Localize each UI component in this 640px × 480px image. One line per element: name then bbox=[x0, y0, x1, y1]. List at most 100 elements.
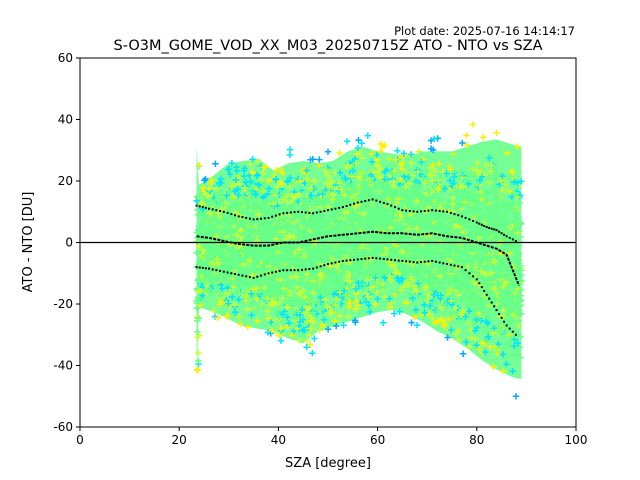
scatter-point bbox=[367, 256, 374, 263]
scatter-point bbox=[501, 180, 509, 188]
scatter-point bbox=[300, 274, 307, 282]
scatter-point bbox=[438, 210, 446, 217]
scatter-point bbox=[336, 149, 343, 157]
scatter-point bbox=[232, 309, 239, 316]
scatter-point bbox=[431, 319, 438, 327]
scatter-point bbox=[249, 300, 256, 307]
scatter-point bbox=[446, 316, 454, 323]
scatter-point bbox=[267, 318, 275, 326]
scatter-point bbox=[484, 198, 491, 205]
scatter-point bbox=[509, 332, 517, 340]
scatter-point bbox=[488, 281, 496, 288]
scatter-point bbox=[436, 160, 443, 168]
scatter-point bbox=[409, 295, 416, 302]
scatter-point bbox=[408, 204, 415, 211]
scatter-point bbox=[304, 317, 311, 325]
scatter-point bbox=[460, 183, 467, 191]
scatter-point bbox=[361, 285, 368, 292]
scatter-point bbox=[472, 327, 479, 334]
scatter-point bbox=[415, 280, 422, 287]
scatter-point bbox=[287, 273, 295, 280]
scatter-point bbox=[193, 366, 201, 373]
scatter-point bbox=[491, 166, 498, 173]
scatter-point bbox=[315, 162, 322, 169]
scatter-point bbox=[296, 178, 303, 185]
scatter-point bbox=[407, 151, 415, 158]
scatter-point bbox=[477, 340, 485, 348]
scatter-point bbox=[251, 177, 259, 184]
scatter-point-cloud bbox=[193, 121, 525, 400]
scatter-point bbox=[335, 193, 343, 200]
scatter-point bbox=[400, 283, 408, 291]
scatter-point bbox=[309, 156, 316, 163]
scatter-point bbox=[424, 291, 432, 298]
scatter-point bbox=[337, 169, 344, 176]
scatter-point bbox=[278, 191, 285, 199]
scatter-point bbox=[405, 174, 412, 181]
scatter-point bbox=[281, 216, 289, 223]
scatter-point bbox=[397, 287, 404, 294]
scatter-point bbox=[292, 211, 300, 218]
scatter-point bbox=[295, 185, 302, 192]
chart-title: S-O3M_GOME_VOD_XX_M03_20250715Z ATO - NT… bbox=[113, 38, 542, 54]
scatter-point bbox=[421, 309, 428, 316]
scatter-point bbox=[503, 361, 510, 368]
scatter-point bbox=[356, 192, 363, 200]
scatter-point bbox=[409, 276, 416, 284]
scatter-point bbox=[411, 313, 418, 321]
scatter-point bbox=[272, 192, 279, 199]
scatter-point bbox=[234, 289, 241, 296]
scatter-point bbox=[289, 216, 297, 223]
scatter-point bbox=[475, 171, 482, 178]
scatter-point bbox=[504, 305, 511, 313]
scatter-point bbox=[486, 154, 493, 162]
scatter-point bbox=[481, 299, 489, 307]
scatter-point bbox=[280, 285, 287, 292]
scatter-point bbox=[460, 350, 467, 357]
scatter-point bbox=[517, 354, 524, 361]
scatter-point bbox=[514, 143, 521, 150]
scatter-point bbox=[336, 200, 343, 207]
scatter-point bbox=[464, 303, 471, 310]
scatter-point bbox=[321, 316, 328, 323]
scatter-point bbox=[468, 225, 475, 232]
scatter-point bbox=[285, 320, 293, 327]
scatter-point bbox=[259, 194, 267, 201]
scatter-point bbox=[392, 269, 399, 276]
scatter-point bbox=[510, 342, 518, 350]
scatter-point bbox=[289, 331, 296, 339]
plot-date: Plot date: 2025-07-16 14:14:17 bbox=[394, 24, 575, 38]
scatter-point bbox=[493, 129, 500, 137]
scatter-point bbox=[277, 324, 285, 332]
scatter-point bbox=[506, 249, 514, 257]
scatter-point bbox=[374, 161, 382, 169]
scatter-point bbox=[268, 327, 275, 334]
scatter-point bbox=[354, 144, 362, 152]
scatter-point bbox=[467, 334, 474, 341]
scatter-point bbox=[422, 167, 430, 175]
scatter-point bbox=[332, 317, 339, 325]
scatter-point bbox=[429, 315, 436, 322]
scatter-point bbox=[478, 173, 486, 180]
scatter-point bbox=[352, 305, 359, 313]
scatter-point bbox=[511, 336, 518, 343]
scatter-point bbox=[480, 134, 487, 141]
scatter-point bbox=[488, 162, 496, 169]
scatter-point bbox=[403, 299, 410, 306]
scatter-point bbox=[265, 185, 273, 192]
scatter-point bbox=[435, 263, 442, 270]
scatter-point bbox=[386, 295, 393, 302]
scatter-point bbox=[225, 300, 232, 307]
scatter-point bbox=[417, 311, 425, 319]
scatter-point bbox=[211, 313, 219, 320]
scatter-point bbox=[406, 179, 413, 187]
scatter-point bbox=[514, 339, 522, 347]
scatter-point bbox=[402, 183, 409, 190]
scatter-point bbox=[324, 326, 332, 333]
scatter-point bbox=[394, 288, 401, 296]
scatter-point bbox=[287, 227, 294, 235]
scatter-point bbox=[494, 347, 501, 354]
scatter-point bbox=[510, 174, 517, 182]
scatter-point bbox=[498, 178, 505, 185]
scatter-point bbox=[323, 195, 331, 202]
